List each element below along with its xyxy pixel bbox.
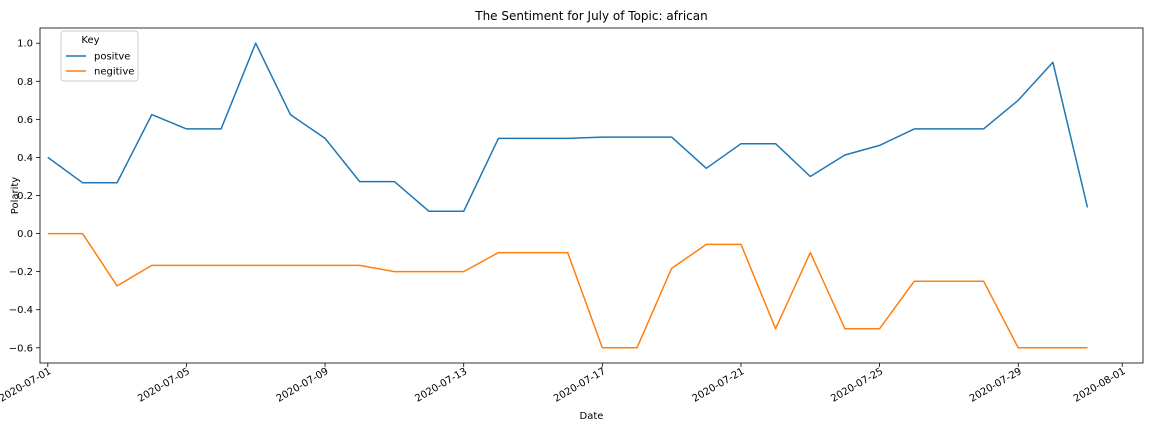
y-tick-label: 0.8 [17, 77, 33, 88]
plot-area: −0.6 −0.4 −0.2 0.0 0.2 0.4 0.6 0.8 1.0 2020-07-01… [0, 27, 1144, 405]
y-tick-label: −0.4 [9, 305, 33, 316]
x-tick-label: 2020-07-05 [136, 366, 192, 405]
x-tick-label: 2020-07-01 [0, 366, 53, 405]
x-tick-label: 2020-07-09 [275, 366, 331, 405]
y-tick-label: −0.6 [9, 343, 33, 354]
x-tick-label: 2020-07-25 [829, 366, 885, 405]
x-tick-label: 2020-07-21 [691, 366, 747, 405]
series-line-negitive [47, 232, 1088, 349]
x-tick-label: 2020-07-13 [413, 366, 469, 405]
series-line-positve [47, 42, 1089, 213]
x-axis-label: Date [580, 411, 604, 422]
legend: Key positve negitive [60, 30, 139, 82]
y-axis-label: Polarity [10, 177, 21, 215]
chart-title: The Sentiment for July of Topic: african [474, 9, 708, 23]
y-tick-label: 0.6 [17, 115, 33, 126]
y-tick-label: 0.2 [17, 191, 33, 202]
y-tick-label: 0.4 [17, 153, 33, 164]
legend-title: Key [81, 35, 99, 46]
legend-label-positve: positve [94, 52, 130, 63]
x-tick-label: 2020-07-29 [968, 366, 1024, 405]
plot-frame [39, 27, 1144, 364]
legend-box [60, 30, 139, 82]
y-tick-label: −0.2 [9, 267, 33, 278]
x-tick-label: 2020-08-01 [1072, 366, 1128, 405]
x-tick-label: 2020-07-17 [552, 366, 608, 405]
y-tick-label: 0.0 [17, 229, 33, 240]
y-tick-label: 1.0 [17, 39, 33, 50]
legend-label-negitive: negitive [94, 67, 134, 78]
